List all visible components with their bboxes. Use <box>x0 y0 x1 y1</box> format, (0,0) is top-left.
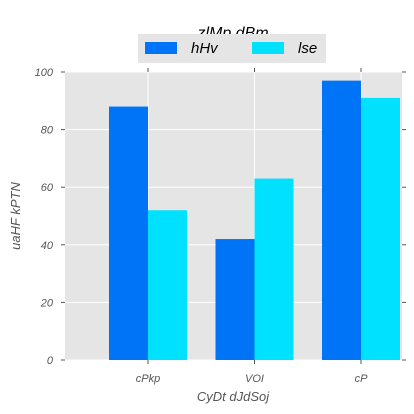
bar-lse-cp <box>361 97 400 361</box>
y-tick-label: 20 <box>40 297 54 309</box>
bar-hhv-voi <box>215 239 255 360</box>
y-axis-label: uaHF kPTN <box>8 182 23 250</box>
axis-ticks: 0 20 40 60 80 100 cPkp VOI cP <box>35 67 406 385</box>
x-axis-label: CyDt dJdSoj <box>197 389 270 404</box>
bar-lse-cpkp <box>148 210 187 360</box>
y-tick-label: 0 <box>47 355 54 367</box>
legend-label-lse: lse <box>298 40 317 57</box>
y-tick-label: 40 <box>41 240 54 252</box>
bar-lse-voi <box>254 178 294 360</box>
x-tick-label: VOI <box>245 373 264 385</box>
y-tick-label: 100 <box>35 67 54 79</box>
legend: hHv lse <box>138 34 326 63</box>
legend-swatch-hhv <box>145 42 177 54</box>
legend-label-hhv: hHv <box>191 40 219 57</box>
bar-hhv-cp <box>322 80 361 360</box>
bar-hhv-cpkp <box>109 106 148 360</box>
legend-swatch-lse <box>252 42 284 54</box>
x-tick-label: cP <box>355 373 369 385</box>
y-tick-label: 80 <box>41 125 54 137</box>
y-tick-label: 60 <box>41 182 54 194</box>
x-tick-label: cPkp <box>136 373 160 385</box>
bars <box>109 80 400 361</box>
